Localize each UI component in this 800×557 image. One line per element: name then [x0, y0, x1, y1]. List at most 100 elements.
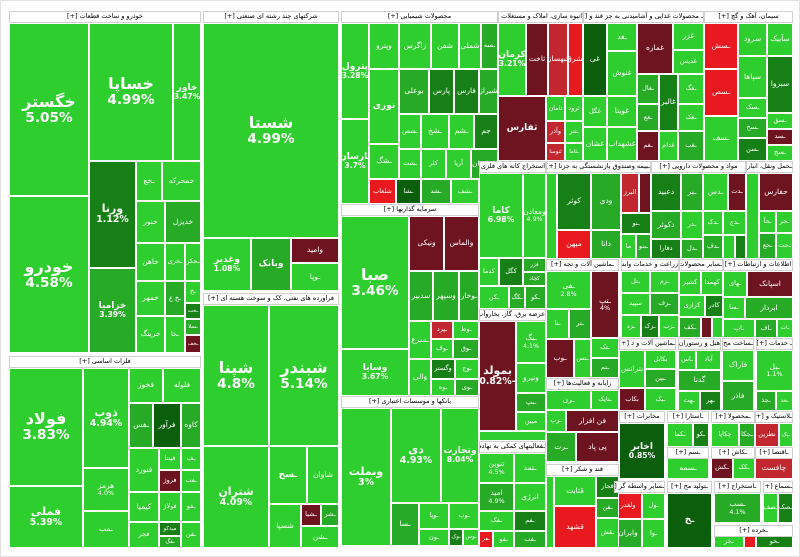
treemap-cell[interactable]: ـسف [704, 116, 738, 161]
treemap-cell[interactable]: ـغب [678, 131, 704, 161]
treemap-cell[interactable]: ـحع [759, 233, 776, 259]
treemap-cell[interactable]: ونیرو [516, 363, 546, 393]
treemap-cell[interactable]: شیراز [479, 69, 498, 114]
treemap-cell[interactable]: چافست [755, 457, 793, 479]
treemap-cell[interactable]: شستا 4.99% [203, 23, 339, 238]
treemap-cell[interactable]: ـهت [678, 391, 700, 411]
treemap-cell[interactable]: ـوب [449, 503, 479, 529]
treemap-cell[interactable]: ـکش [711, 457, 733, 479]
sector-header[interactable]: ـ خدمات [+] [756, 338, 793, 350]
treemap-cell[interactable]: غدیس [673, 50, 704, 74]
treemap-cell[interactable]: شبندر 5.14% [269, 305, 339, 446]
treemap-cell[interactable]: والی [409, 359, 431, 396]
treemap-cell[interactable]: شتران 4.09% [203, 446, 269, 548]
treemap-cell[interactable]: غی [583, 23, 607, 96]
treemap-cell[interactable]: ـشت [399, 149, 421, 179]
treemap-cell[interactable]: ـبنو [636, 234, 651, 259]
treemap-cell[interactable]: ـسک [738, 98, 767, 118]
treemap-cell[interactable]: ـکما [667, 423, 693, 447]
treemap-cell[interactable]: کاما 6.98% [479, 173, 523, 258]
treemap-cell[interactable]: ـفو [181, 492, 201, 522]
treemap-cell[interactable]: ـبک [645, 388, 676, 411]
treemap-cell[interactable]: ـحت [776, 233, 793, 259]
treemap-cell[interactable]: حفارس [759, 173, 793, 211]
treemap-cell[interactable]: وپترو [369, 23, 399, 69]
treemap-cell[interactable]: نطرین [755, 423, 779, 447]
treemap-cell[interactable]: ـسخ [738, 118, 767, 138]
treemap-cell[interactable]: ـرپ [546, 410, 566, 432]
treemap-cell[interactable]: انرژی [514, 483, 546, 511]
treemap-cell[interactable]: فارس [454, 69, 479, 114]
treemap-cell[interactable]: ـول [642, 493, 665, 519]
treemap-cell[interactable]: ـغگ [678, 74, 704, 104]
treemap-cell[interactable]: خاهن [136, 243, 165, 281]
treemap-cell[interactable]: ـوف [431, 339, 453, 359]
treemap-cell[interactable] [723, 235, 735, 259]
treemap-cell[interactable] [746, 173, 759, 259]
treemap-cell[interactable]: ـبل 1.1% [756, 350, 793, 391]
treemap-cell[interactable]: ـتمد [514, 453, 546, 483]
treemap-cell[interactable]: ـکگ [509, 286, 525, 309]
treemap-cell[interactable]: ـتک [591, 338, 619, 358]
treemap-cell[interactable]: کچاد [523, 272, 546, 286]
sector-header[interactable]: فلزات اساسی [+] [9, 356, 201, 368]
treemap-cell[interactable]: ـشخ [421, 114, 449, 149]
sector-header[interactable]: خودرو و ساخت قطعات [+] [9, 11, 201, 23]
treemap-cell[interactable]: ـفب [514, 531, 546, 548]
treemap-cell[interactable]: کاوه [181, 403, 201, 448]
treemap-cell[interactable]: دی 4.93% [391, 408, 441, 503]
sector-header[interactable]: ـاستخراج [+] [714, 481, 761, 493]
treemap-cell[interactable]: قجار [596, 476, 619, 498]
treemap-cell[interactable]: غدام [659, 131, 678, 161]
treemap-cell[interactable]: بوعلی [399, 69, 429, 114]
treemap-cell[interactable]: کشیر [679, 271, 701, 295]
treemap-cell[interactable]: ـوپا [291, 263, 339, 291]
treemap-cell[interactable]: غشان [583, 127, 607, 161]
treemap-cell[interactable]: ـتپ 4% [591, 271, 619, 338]
treemap-cell[interactable]: قشهد [554, 506, 596, 548]
treemap-cell[interactable]: ـاف [755, 319, 777, 338]
treemap-cell[interactable]: ـجذ [756, 391, 776, 411]
treemap-cell[interactable]: ـصف [763, 493, 778, 523]
treemap-cell[interactable]: ـخا [165, 316, 185, 353]
treemap-cell[interactable]: البرز [621, 173, 639, 213]
sector-header[interactable]: ـ محصولات غذایی و آشامیدنی به جز قند و [… [583, 11, 704, 23]
treemap-cell[interactable]: ـصک [778, 493, 793, 523]
treemap-cell[interactable]: خرینگ [136, 316, 165, 353]
treemap-cell[interactable]: ـوس [463, 529, 479, 546]
treemap-cell[interactable]: ـسمه [667, 457, 709, 479]
treemap-cell[interactable]: غگل [583, 96, 607, 127]
treemap-cell[interactable]: ـبگ 4.1% [516, 321, 546, 363]
treemap-cell[interactable]: ثفارس [498, 96, 546, 161]
treemap-cell[interactable]: بکاب [619, 388, 645, 411]
treemap-cell[interactable]: وسپهر [433, 271, 459, 321]
treemap-cell[interactable]: ثرود [565, 96, 583, 121]
treemap-cell[interactable]: ـون [419, 529, 449, 546]
treemap-cell[interactable]: ـوط [453, 321, 479, 339]
treemap-cell[interactable]: ـشم [449, 114, 474, 149]
treemap-cell[interactable]: ـدت [728, 173, 746, 211]
treemap-cell[interactable]: ـشر [321, 504, 339, 526]
treemap-cell[interactable]: سآبیک [767, 23, 793, 56]
treemap-cell[interactable]: ـمب [83, 511, 129, 548]
treemap-cell[interactable]: ـتر [569, 309, 591, 339]
treemap-cell[interactable]: ـوی [455, 379, 479, 396]
sector-header[interactable]: قند و شکر [+] [546, 464, 619, 476]
treemap-cell[interactable]: خساپا 4.99% [89, 23, 173, 161]
treemap-cell[interactable]: غنوش [607, 51, 637, 96]
treemap-cell[interactable]: ـسح [269, 446, 307, 504]
treemap-cell[interactable]: ـغم [637, 131, 659, 161]
treemap-cell[interactable]: ـشص [399, 114, 421, 149]
treemap-cell[interactable]: وسایا 3.67% [341, 349, 409, 396]
treemap-cell[interactable]: ـسلا [185, 319, 201, 335]
treemap-cell[interactable]: ـغع [637, 104, 659, 131]
treemap-cell[interactable]: خمهر [136, 281, 165, 316]
treemap-cell[interactable]: ـسن [738, 138, 767, 161]
treemap-cell[interactable]: ـخ ع [165, 281, 185, 316]
treemap-cell[interactable]: فپنتا [159, 448, 181, 470]
treemap-cell[interactable]: ـغال [637, 74, 659, 104]
treemap-cell[interactable]: فروژ [159, 470, 181, 492]
treemap-cell[interactable]: ـحآ [759, 211, 776, 233]
treemap-cell[interactable]: وگستر [431, 359, 455, 379]
treemap-cell[interactable]: فاذر [722, 381, 754, 411]
